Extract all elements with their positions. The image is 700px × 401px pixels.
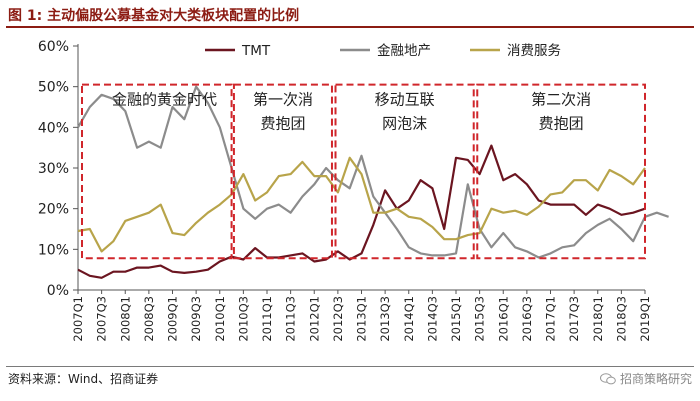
x-tick-label: 2015Q1 (449, 296, 463, 342)
annotation-label: 网泡沫 (382, 115, 427, 133)
figure-title-bar: 图 1: 主动偏股公募基金对大类板块配置的比例 (6, 4, 694, 28)
x-tick-label: 2008Q3 (142, 296, 156, 342)
x-tick-label: 2015Q3 (473, 296, 487, 342)
y-tick-label: 30% (38, 161, 69, 177)
annotation-label: 第一次消 (253, 91, 313, 109)
annotation-label: 第二次消 (531, 91, 591, 109)
legend-label: TMT (241, 43, 271, 59)
watermark-text: 招商策略研究 (619, 372, 692, 386)
y-tick-label: 40% (38, 120, 69, 136)
annotation-label: 金融的黄金时代 (112, 91, 217, 109)
series-line-2 (77, 156, 646, 253)
watermark: 招商策略研究 (599, 370, 692, 387)
x-tick-label: 2008Q1 (118, 296, 132, 342)
x-tick-label: 2018Q3 (614, 296, 628, 342)
y-tick-label: 50% (38, 80, 69, 96)
annotation-box-1 (232, 83, 333, 260)
legend-label: 金融地产 (377, 43, 431, 59)
y-tick-label: 0% (47, 283, 69, 299)
x-tick-label: 2014Q3 (425, 296, 439, 342)
x-tick-label: 2013Q3 (378, 296, 392, 342)
x-tick-label: 2011Q3 (284, 296, 298, 342)
annotation-label: 移动互联 (375, 91, 435, 109)
annotation-box-2 (334, 83, 475, 260)
x-tick-label: 2009Q3 (189, 296, 203, 342)
legend-label: 消费服务 (507, 43, 561, 59)
x-tick-label: 2010Q1 (213, 296, 227, 342)
x-tick-label: 2018Q1 (591, 296, 605, 342)
source-note: 资料来源：Wind、招商证券 (8, 372, 159, 386)
annotation-label: 费抱团 (260, 115, 305, 133)
source-divider (6, 366, 694, 367)
x-tick-label: 2019Q1 (638, 296, 652, 342)
annotation-label: 费抱团 (539, 115, 584, 133)
y-tick-label: 60% (38, 39, 69, 55)
x-tick-label: 2010Q3 (236, 296, 250, 342)
wechat-icon (599, 372, 616, 384)
x-tick-label: 2012Q1 (307, 296, 321, 342)
x-tick-label: 2013Q1 (355, 296, 369, 342)
x-tick-label: 2007Q1 (71, 296, 85, 342)
x-tick-label: 2009Q1 (166, 296, 180, 342)
y-tick-label: 10% (38, 242, 69, 258)
series-line-1 (77, 85, 669, 259)
annotation-box-3 (476, 83, 647, 260)
series-line-0 (77, 144, 646, 279)
y-tick-label: 20% (38, 202, 69, 218)
x-tick-label: 2014Q1 (402, 296, 416, 342)
x-tick-label: 2016Q3 (520, 296, 534, 342)
x-tick-label: 2007Q3 (95, 296, 109, 342)
line-chart: 0% 10% 20% 30% 40% 50% 60% 2007Q1 2007Q3 2008Q1 20… (38, 39, 669, 342)
annotation-box-0 (81, 83, 233, 260)
x-tick-label: 2017Q1 (544, 296, 558, 342)
x-tick-label: 2012Q3 (331, 296, 345, 342)
x-tick-label: 2017Q3 (567, 296, 581, 342)
x-tick-label: 2011Q1 (260, 296, 274, 342)
figure-title: 图 1: 主动偏股公募基金对大类板块配置的比例 (8, 8, 300, 24)
x-tick-label: 2016Q1 (496, 296, 510, 342)
